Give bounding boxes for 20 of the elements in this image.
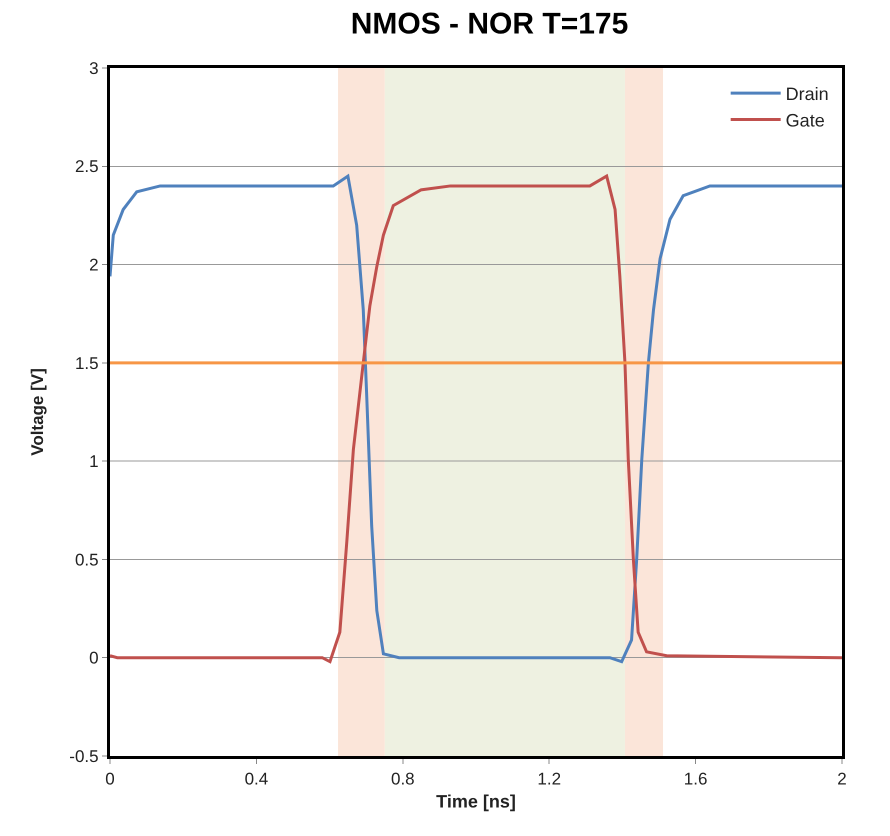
x-tick-label: 0 [105,769,115,788]
y-tick-label: 1 [89,452,99,472]
x-tick-label: 0.4 [244,769,268,788]
x-tick-label: 1.2 [537,769,562,788]
x-tick-label: 0.8 [390,769,415,788]
y-tick-label: 1.5 [74,354,99,373]
y-tick-label: 0.5 [74,550,99,570]
y-tick-label: 2 [89,256,99,275]
y-tick-label: 2.5 [74,157,99,176]
x-tick-label: 2 [837,769,847,788]
line-series [110,174,842,664]
chart-title: NMOS - NOR T=175 [350,8,628,41]
legend-label: Gate [786,110,825,130]
x-axis-title: Time [ns] [436,792,516,812]
y-tick-label: 0 [89,648,99,668]
y-tick-label: -0.5 [69,746,99,766]
y-axis-title: Voltage [V] [28,368,47,456]
legend-label: Drain [786,84,829,104]
y-tick-label: 3 [89,58,99,78]
x-tick-label: 1.6 [684,769,708,788]
